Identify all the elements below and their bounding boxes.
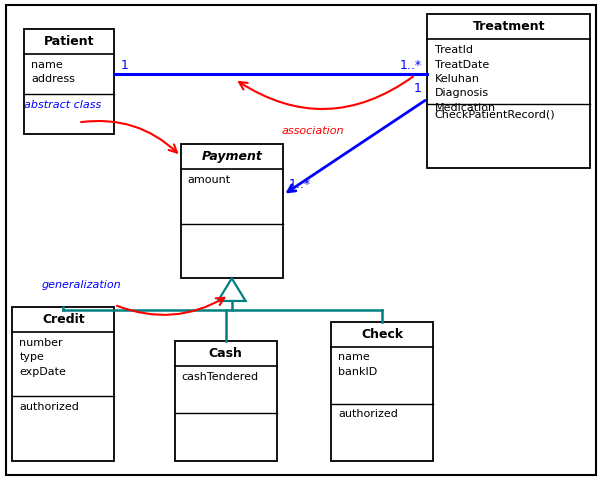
Text: 1: 1 bbox=[120, 59, 128, 72]
Text: Credit: Credit bbox=[42, 313, 84, 326]
Text: amount: amount bbox=[188, 175, 231, 185]
Text: expDate: expDate bbox=[19, 367, 66, 377]
Text: TreatDate: TreatDate bbox=[435, 60, 489, 70]
Text: Treatment: Treatment bbox=[473, 20, 545, 34]
FancyBboxPatch shape bbox=[24, 29, 114, 134]
Text: Payment: Payment bbox=[201, 150, 262, 163]
Text: Patient: Patient bbox=[44, 35, 95, 48]
Text: Check: Check bbox=[361, 327, 403, 341]
Text: address: address bbox=[31, 74, 75, 84]
Text: name: name bbox=[338, 352, 370, 362]
Text: Cash: Cash bbox=[209, 347, 243, 360]
Text: name: name bbox=[31, 60, 63, 70]
Text: abstract class: abstract class bbox=[24, 100, 101, 110]
FancyBboxPatch shape bbox=[6, 5, 596, 475]
Text: TreatId: TreatId bbox=[435, 45, 473, 55]
Text: type: type bbox=[19, 352, 44, 362]
Text: 1..*: 1..* bbox=[399, 59, 421, 72]
Text: CheckPatientRecord(): CheckPatientRecord() bbox=[435, 109, 555, 120]
FancyBboxPatch shape bbox=[12, 307, 114, 461]
FancyBboxPatch shape bbox=[175, 341, 277, 461]
FancyBboxPatch shape bbox=[181, 144, 283, 278]
Text: Diagnosis: Diagnosis bbox=[435, 88, 489, 98]
Polygon shape bbox=[218, 278, 246, 301]
Text: authorized: authorized bbox=[338, 409, 398, 420]
Text: number: number bbox=[19, 338, 63, 348]
Text: 1: 1 bbox=[414, 82, 421, 95]
Text: authorized: authorized bbox=[19, 402, 79, 412]
Text: Keluhan: Keluhan bbox=[435, 74, 480, 84]
FancyBboxPatch shape bbox=[427, 14, 590, 168]
FancyBboxPatch shape bbox=[331, 322, 433, 461]
Text: association: association bbox=[282, 126, 344, 136]
Text: cashTendered: cashTendered bbox=[182, 372, 259, 382]
Text: bankID: bankID bbox=[338, 367, 377, 377]
Text: generalization: generalization bbox=[42, 280, 122, 290]
Text: Medication: Medication bbox=[435, 103, 496, 113]
Text: 1..*: 1..* bbox=[289, 178, 311, 191]
